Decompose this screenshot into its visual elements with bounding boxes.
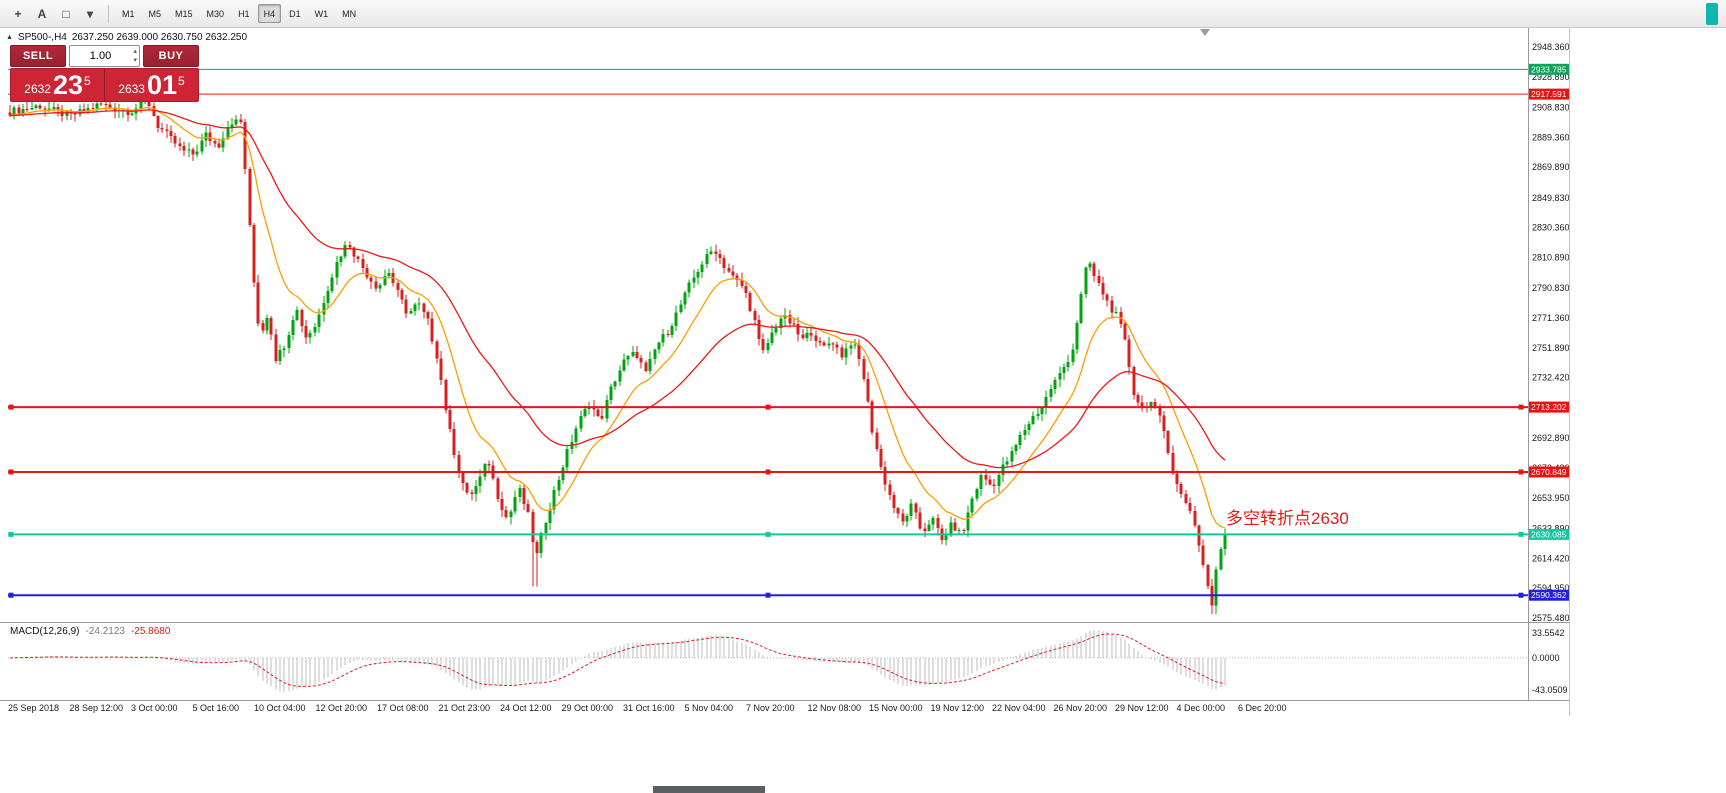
svg-text:10 Oct 04:00: 10 Oct 04:00 — [254, 703, 306, 713]
shapes-icon[interactable]: □ — [62, 6, 70, 21]
svg-text:28 Sep 12:00: 28 Sep 12:00 — [70, 703, 124, 713]
corner-badge-icon[interactable] — [1706, 2, 1718, 25]
svg-text:2630.085: 2630.085 — [1531, 529, 1567, 539]
timeframe-button-m1[interactable]: M1 — [122, 8, 135, 19]
quote-divider — [104, 69, 105, 101]
text-tool-icon[interactable]: A — [37, 6, 47, 21]
timeframe-button-m15[interactable]: M15 — [175, 8, 193, 19]
svg-text:2849.830: 2849.830 — [1532, 193, 1570, 203]
svg-text:25 Sep 2018: 25 Sep 2018 — [8, 703, 59, 713]
svg-text:6 Dec 20:00: 6 Dec 20:00 — [1238, 703, 1287, 713]
svg-text:2653.950: 2653.950 — [1532, 493, 1570, 503]
buy-price-sup: 5 — [178, 74, 185, 88]
chart-window: 2948.360 2928.890 2908.830 2889.360 2869.890… — [0, 28, 1570, 716]
volume-spinner: ▴ ▾ — [133, 47, 137, 65]
timeframe-button-mn[interactable]: MN — [342, 8, 357, 19]
svg-text:29 Nov 12:00: 29 Nov 12:00 — [1115, 703, 1169, 713]
taskbar-peek — [653, 786, 765, 793]
svg-text:2810.890: 2810.890 — [1532, 253, 1570, 263]
sell-price-small: 2632 — [24, 82, 51, 96]
timeframe-group: M1 M5 M15 M30 H1 H4 D1 W1 MN — [115, 4, 363, 23]
svg-text:2751.890: 2751.890 — [1532, 343, 1570, 353]
svg-text:21 Oct 23:00: 21 Oct 23:00 — [439, 703, 491, 713]
collapse-triangle-icon[interactable]: ▲ — [6, 34, 13, 41]
timeframe-button-m5[interactable]: M5 — [148, 8, 162, 19]
svg-text:31 Oct 16:00: 31 Oct 16:00 — [623, 703, 675, 713]
drawing-tools-dropdown-icon[interactable]: ▾ — [86, 6, 94, 21]
svg-text:2869.890: 2869.890 — [1532, 162, 1570, 172]
svg-text:2614.420: 2614.420 — [1532, 553, 1570, 563]
svg-text:15 Nov 00:00: 15 Nov 00:00 — [869, 703, 923, 713]
tool-group: + A □ ▾ — [6, 4, 102, 24]
svg-text:2790.830: 2790.830 — [1532, 283, 1570, 293]
svg-text:2917.591: 2917.591 — [1531, 89, 1567, 99]
svg-text:12 Nov 08:00: 12 Nov 08:00 — [808, 703, 862, 713]
chart-title: ▲ SP500-,H4 2637.250 2639.000 2630.750 2… — [6, 32, 247, 43]
timeframe-button-m30[interactable]: M30 — [206, 8, 225, 19]
crosshair-icon[interactable]: + — [14, 6, 22, 21]
quote-panel: 2632 23 5 2633 01 5 — [10, 68, 199, 102]
macd-main-value: -24.2123 — [85, 626, 125, 637]
svg-text:2830.360: 2830.360 — [1532, 223, 1570, 233]
svg-text:2692.890: 2692.890 — [1532, 433, 1570, 443]
svg-text:5 Nov 04:00: 5 Nov 04:00 — [685, 703, 734, 713]
svg-text:2933.785: 2933.785 — [1531, 64, 1567, 74]
buy-price[interactable]: 2633 01 5 — [105, 69, 198, 101]
toolbar-separator — [108, 4, 109, 23]
sell-button[interactable]: SELL — [10, 45, 66, 67]
sell-price-sup: 5 — [84, 74, 91, 88]
chart-shift-marker[interactable] — [1200, 29, 1210, 36]
buy-price-small: 2633 — [118, 82, 145, 96]
svg-text:3 Oct 00:00: 3 Oct 00:00 — [131, 703, 178, 713]
volume-input[interactable] — [70, 46, 139, 66]
svg-text:2948.360: 2948.360 — [1532, 42, 1570, 52]
svg-text:2732.420: 2732.420 — [1532, 373, 1570, 383]
svg-text:24 Oct 12:00: 24 Oct 12:00 — [500, 703, 552, 713]
timeframe-button-d1[interactable]: D1 — [289, 8, 301, 19]
svg-text:4 Dec 00:00: 4 Dec 00:00 — [1177, 703, 1226, 713]
svg-text:29 Oct 00:00: 29 Oct 00:00 — [562, 703, 614, 713]
svg-text:2575.480: 2575.480 — [1532, 613, 1570, 623]
svg-text:22 Nov 04:00: 22 Nov 04:00 — [992, 703, 1046, 713]
svg-text:2713.202: 2713.202 — [1531, 402, 1567, 412]
one-click-trading-panel: SELL ▴ ▾ BUY 2632 23 5 2633 — [10, 45, 199, 102]
macd-signal-value: -25.8680 — [130, 626, 171, 637]
timeframe-button-h4[interactable]: H4 — [257, 4, 282, 23]
svg-text:33.5542: 33.5542 — [1532, 628, 1565, 638]
svg-text:2590.362: 2590.362 — [1531, 590, 1567, 600]
sell-price-big: 23 — [52, 70, 84, 100]
timeframe-button-w1[interactable]: W1 — [314, 8, 329, 19]
price-chart[interactable]: 2948.360 2928.890 2908.830 2889.360 2869.890… — [0, 28, 1570, 716]
chart-symbol: SP500-,H4 — [17, 32, 67, 43]
svg-text:2670.849: 2670.849 — [1531, 467, 1567, 477]
svg-text:2928.890: 2928.890 — [1532, 72, 1570, 82]
svg-text:-43.0509: -43.0509 — [1532, 685, 1568, 695]
buy-button[interactable]: BUY — [143, 45, 199, 67]
chart-annotation: 多空转折点2630 — [1226, 509, 1349, 528]
svg-text:0.0000: 0.0000 — [1532, 653, 1560, 663]
svg-text:2633.890: 2633.890 — [1532, 524, 1570, 534]
macd-label: MACD(12,26,9) -24.2123 -25.8680 — [10, 626, 170, 637]
chart-ohlc: 2637.250 2639.000 2630.750 2632.250 — [71, 32, 248, 43]
svg-text:12 Oct 20:00: 12 Oct 20:00 — [316, 703, 368, 713]
volume-down-icon[interactable]: ▾ — [133, 57, 137, 64]
svg-text:7 Nov 20:00: 7 Nov 20:00 — [746, 703, 795, 713]
svg-text:2594.950: 2594.950 — [1532, 583, 1570, 593]
svg-text:17 Oct 08:00: 17 Oct 08:00 — [377, 703, 429, 713]
timeframe-button-h1[interactable]: H1 — [238, 8, 250, 19]
buy-price-big: 01 — [146, 70, 178, 100]
svg-text:19 Nov 12:00: 19 Nov 12:00 — [931, 703, 985, 713]
svg-text:26 Nov 20:00: 26 Nov 20:00 — [1054, 703, 1108, 713]
toolbar: + A □ ▾ M1 M5 M15 M30 H1 H4 D1 W1 MN — [0, 0, 1726, 28]
volume-up-icon[interactable]: ▴ — [133, 48, 137, 55]
volume-field: ▴ ▾ — [69, 45, 140, 67]
svg-text:5 Oct 16:00: 5 Oct 16:00 — [193, 703, 240, 713]
svg-text:2889.360: 2889.360 — [1532, 132, 1570, 142]
svg-text:2771.360: 2771.360 — [1532, 313, 1570, 323]
macd-name: MACD(12,26,9) — [10, 626, 80, 637]
svg-text:2908.830: 2908.830 — [1532, 103, 1570, 113]
sell-price[interactable]: 2632 23 5 — [11, 69, 104, 101]
